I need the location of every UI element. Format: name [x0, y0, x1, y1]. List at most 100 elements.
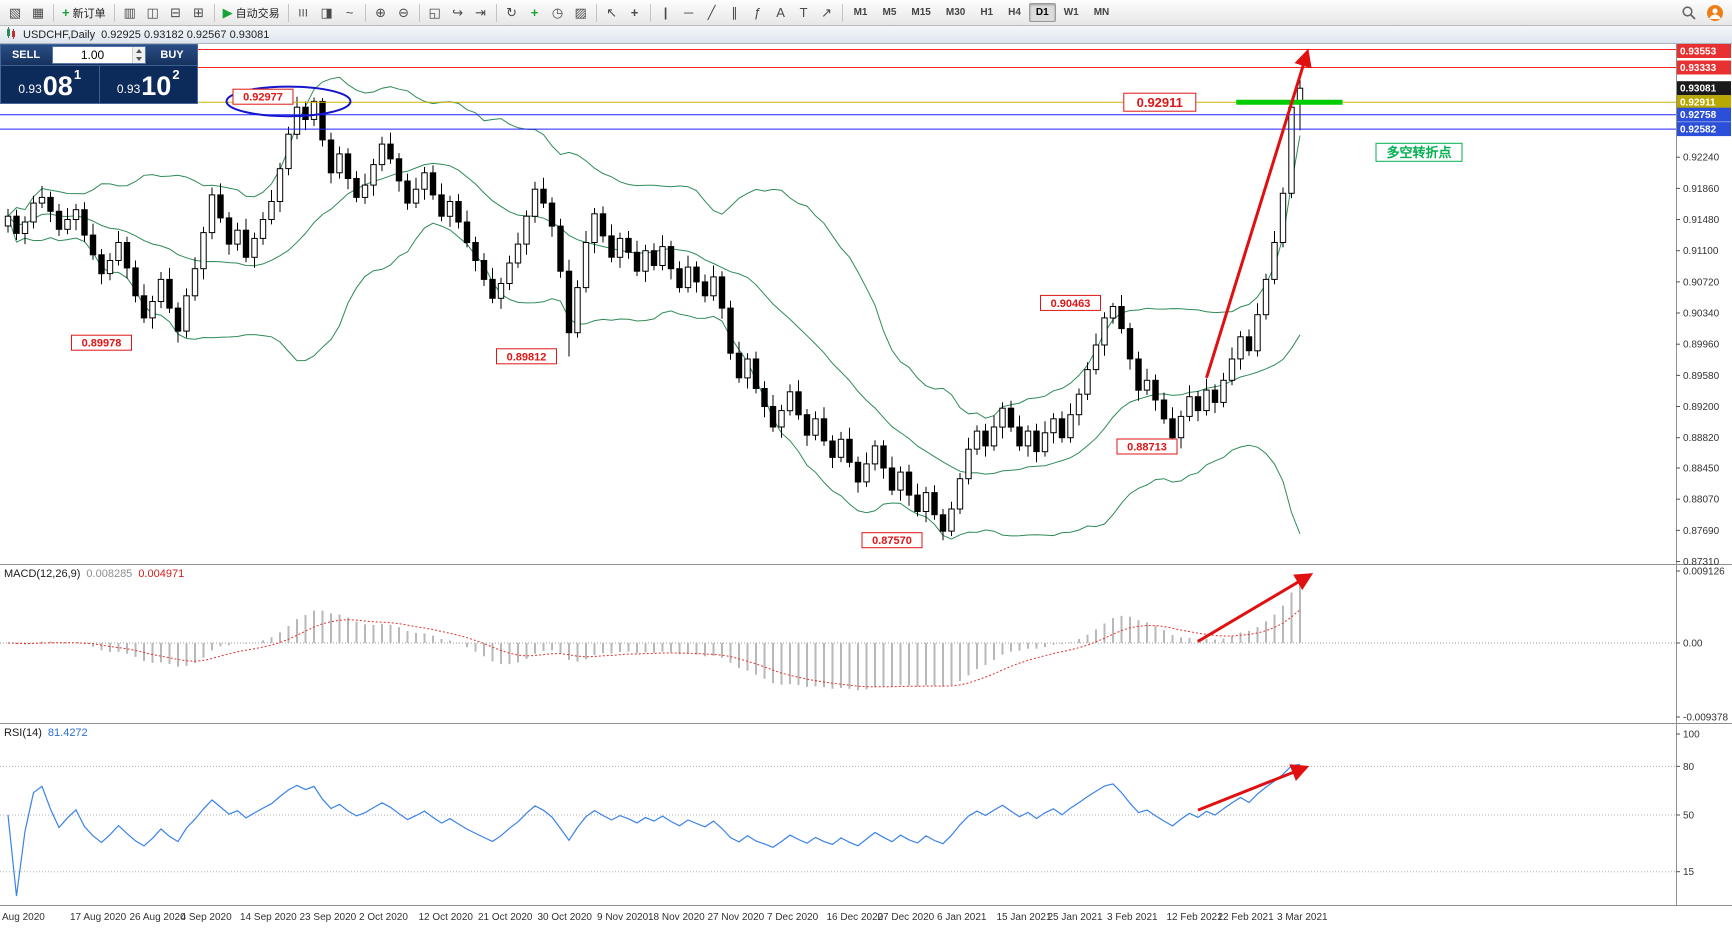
- market-watch-button[interactable]: ▥: [119, 2, 141, 23]
- svg-text:3 Feb 2021: 3 Feb 2021: [1107, 912, 1158, 923]
- chart-title-bar: USDCHF,Daily 0.92925 0.93182 0.92567 0.9…: [0, 26, 1732, 44]
- cursor-button[interactable]: ↖: [601, 2, 623, 23]
- chart-profiles-button[interactable]: ▦: [27, 2, 49, 23]
- timeframe-mn[interactable]: MN: [1093, 7, 1110, 18]
- trend-arrow-macd[interactable]: [1197, 573, 1314, 643]
- cn-annotation-label[interactable]: 多空转折点: [1375, 142, 1463, 162]
- new-chart-button[interactable]: ▧: [4, 2, 26, 23]
- price-label[interactable]: 0.92977: [232, 88, 294, 105]
- price-label[interactable]: 0.90463: [1040, 294, 1101, 311]
- timeframe-h1[interactable]: H1: [980, 7, 994, 18]
- svg-text:0.87690: 0.87690: [1683, 526, 1720, 537]
- auto-scroll-button[interactable]: ↪: [447, 2, 469, 23]
- svg-text:30 Oct 2020: 30 Oct 2020: [538, 912, 593, 923]
- chart-shift-button[interactable]: ⇥: [470, 2, 492, 23]
- svg-text:26 Aug 2020: 26 Aug 2020: [130, 912, 187, 923]
- terminal-button[interactable]: ⊞: [188, 2, 210, 23]
- price-label-objects[interactable]: 0.92977 0.89978 0.89812 0.87570 0.90463 0.887…: [71, 88, 1197, 549]
- crosshair-button[interactable]: +: [624, 2, 646, 23]
- svg-text:9 Nov 2020: 9 Nov 2020: [597, 912, 649, 923]
- svg-text:0.91860: 0.91860: [1683, 184, 1720, 195]
- price-label[interactable]: 0.89978: [71, 334, 132, 351]
- buy-button[interactable]: BUY: [147, 45, 197, 65]
- text-button[interactable]: A: [770, 2, 792, 23]
- zoom-out-icon: ⊖: [398, 5, 410, 20]
- navigator-button[interactable]: ⊟: [165, 2, 187, 23]
- ask-price-button[interactable]: 0.93 10 2: [99, 66, 197, 103]
- zoom-in-button[interactable]: ⊕: [370, 2, 392, 23]
- svg-text:0.00: 0.00: [1683, 639, 1703, 650]
- timeframe-m30[interactable]: M30: [945, 7, 966, 18]
- peak-ellipse[interactable]: [225, 85, 352, 118]
- search-icon[interactable]: [1680, 4, 1698, 22]
- chart-shift-icon: ⇥: [475, 5, 487, 20]
- chart-plot[interactable]: 0.92977 0.89978 0.89812 0.87570 0.90463 0.887…: [0, 44, 1732, 942]
- scale-marker: [1677, 44, 1731, 58]
- new-order-button[interactable]: + 新订单: [58, 2, 110, 23]
- price-scale[interactable]: 0.92240 0.91860 0.91480 0.91100 0.90720 0.903…: [1676, 44, 1731, 878]
- bid-prefix: 0.93: [18, 82, 42, 96]
- timeframe-w1[interactable]: W1: [1063, 7, 1079, 18]
- svg-text:0.87310: 0.87310: [1683, 557, 1720, 568]
- timeframe-m15[interactable]: M15: [911, 7, 931, 18]
- tile-windows-button[interactable]: ◱: [424, 2, 446, 23]
- price-label[interactable]: 0.92911: [1123, 92, 1197, 112]
- fibonacci-retracement-button[interactable]: ƒ: [747, 2, 769, 23]
- bar-chart-button[interactable]: |||: [293, 2, 315, 23]
- vertical-line-button[interactable]: |: [655, 2, 677, 23]
- timeframe-d1[interactable]: D1: [1028, 3, 1056, 22]
- candlestick-chart-button[interactable]: ◨: [316, 2, 338, 23]
- trend-arrow-rsi[interactable]: [1197, 764, 1310, 812]
- macd-main-value: 0.008285: [86, 568, 133, 580]
- trend-arrow-main[interactable]: [1205, 48, 1312, 379]
- volume-input[interactable]: [53, 47, 132, 63]
- svg-text:0.87570: 0.87570: [872, 535, 912, 547]
- svg-text:12 Feb 2021: 12 Feb 2021: [1167, 912, 1224, 923]
- indicators-button[interactable]: +: [524, 2, 546, 23]
- timeframe-h4[interactable]: H4: [1008, 7, 1021, 18]
- svg-text:18 Nov 2020: 18 Nov 2020: [648, 912, 705, 923]
- toolbar: ▧ ▦ + 新订单 ▥ ◫ ⊟ ⊞ ▶ 自动交易 ||| ◨ ~ ⊕ ⊖ ◱ ↪ ⇥ ↻ + ◷ ▨ ↖ + | ─ ╱ ∥ ƒ A T ↗ M…: [0, 0, 1732, 26]
- templates-button[interactable]: ▨: [570, 2, 592, 23]
- svg-text:17 Aug 2020: 17 Aug 2020: [70, 912, 127, 923]
- zoom-out-button[interactable]: ⊖: [393, 2, 415, 23]
- volume-up-button[interactable]: [133, 47, 145, 55]
- timeframe-m5[interactable]: M5: [882, 7, 897, 18]
- sell-button[interactable]: SELL: [1, 45, 51, 65]
- price-label[interactable]: 0.89812: [496, 348, 557, 365]
- price-label[interactable]: 0.87570: [861, 532, 923, 549]
- svg-text:7 Dec 2020: 7 Dec 2020: [767, 912, 819, 923]
- auto-trading-button[interactable]: ▶ 自动交易: [219, 2, 284, 23]
- toolbar-separator: [841, 3, 843, 22]
- trendline-icon: ╱: [707, 5, 716, 20]
- text-label-button[interactable]: T: [793, 2, 815, 23]
- volume-down-button[interactable]: [133, 55, 145, 63]
- refresh-button[interactable]: ↻: [501, 2, 523, 23]
- profile-icon[interactable]: [1706, 4, 1724, 22]
- periods-button[interactable]: ◷: [547, 2, 569, 23]
- svg-text:0.92582: 0.92582: [1680, 125, 1717, 136]
- bid-price-button[interactable]: 0.93 08 1: [1, 66, 100, 103]
- arrows-tool-button[interactable]: ↗: [816, 2, 838, 23]
- scale-marker: [1677, 81, 1731, 96]
- trendline-button[interactable]: ╱: [701, 2, 723, 23]
- bid-big-digits: 08: [42, 71, 73, 101]
- timeframe-m1[interactable]: M1: [853, 7, 868, 18]
- equidistant-channel-button[interactable]: ∥: [724, 2, 746, 23]
- ask-pip-digit: 2: [172, 67, 180, 82]
- svg-text:0.91100: 0.91100: [1683, 246, 1719, 257]
- horizontal-line-button[interactable]: ─: [678, 2, 700, 23]
- toolbar-separator: [287, 3, 289, 22]
- data-window-button[interactable]: ◫: [142, 2, 164, 23]
- svg-text:0.92758: 0.92758: [1680, 110, 1717, 121]
- macd-signal-value: 0.004971: [138, 568, 185, 580]
- bar-chart-icon: |||: [298, 7, 309, 17]
- line-chart-button[interactable]: ~: [339, 2, 361, 23]
- svg-text:0.89200: 0.89200: [1683, 402, 1720, 413]
- price-label[interactable]: 0.88713: [1116, 438, 1178, 455]
- toolbar-separator: [418, 3, 420, 22]
- bid-pip-digit: 1: [73, 67, 82, 82]
- svg-text:23 Sep 2020: 23 Sep 2020: [300, 912, 357, 923]
